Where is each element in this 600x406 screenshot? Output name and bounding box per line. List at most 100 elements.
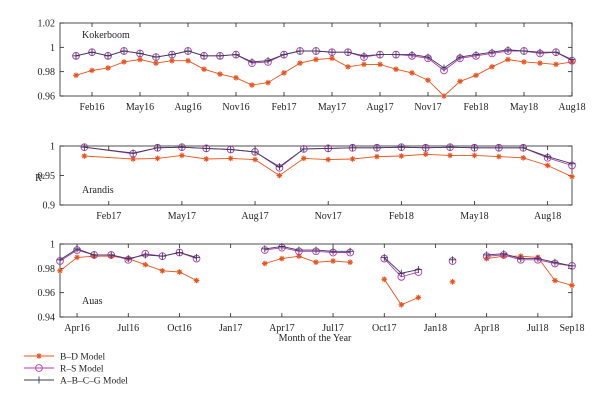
point-bd-d: [398, 153, 404, 159]
point-abcg: [72, 52, 80, 60]
point-bd-d: [569, 174, 575, 180]
point-bd-d: [520, 155, 526, 161]
point-abcg: [248, 58, 256, 66]
point-abcg: [449, 256, 457, 264]
point-abcg: [456, 53, 464, 61]
series-line-abcg: [84, 146, 573, 168]
series-line-bd: [75, 57, 573, 97]
y-tick-label: 1: [50, 142, 55, 153]
legend-entry-bd: B–D Model: [24, 353, 105, 363]
x-tick-label: Nov17: [315, 211, 342, 222]
point-bd: [409, 70, 415, 76]
point-bd: [398, 153, 405, 159]
point-abcg: [202, 144, 210, 152]
point-bd: [422, 151, 429, 158]
point-abcg: [261, 245, 269, 253]
point-bd-d: [279, 256, 285, 261]
point-bd-d: [142, 262, 148, 268]
point-abcg: [227, 146, 235, 154]
x-axis-label: Month of the Year: [279, 333, 352, 344]
y-axis-label: R²: [35, 173, 45, 184]
point-bd-d: [301, 156, 307, 161]
point-bd: [89, 67, 95, 74]
point-bd: [377, 61, 383, 68]
point-abcg: [88, 48, 96, 56]
point-bd-d: [153, 60, 159, 66]
point-bd-d: [472, 153, 477, 158]
point-bd: [233, 74, 239, 81]
point-bd: [471, 152, 478, 159]
x-tick-label: Jul17: [322, 323, 344, 334]
point-bd-d: [447, 153, 453, 158]
point-bd-d: [160, 268, 165, 274]
point-bd: [374, 153, 380, 160]
point-abcg: [422, 144, 430, 152]
y-tick-label: 1: [50, 43, 55, 54]
point-bd-d: [505, 57, 511, 62]
point-abcg: [124, 255, 132, 263]
point-bd-d: [194, 278, 199, 283]
series-abcg: [72, 46, 576, 72]
point-abcg: [216, 52, 224, 60]
y-tick-label: 1: [50, 240, 55, 251]
x-tick-label: Apr17: [269, 323, 295, 334]
point-bd: [249, 82, 255, 88]
y-tick-label: 1.02: [38, 19, 56, 30]
point-abcg: [120, 47, 128, 55]
legend-marker-bd: [36, 353, 42, 359]
point-abcg: [568, 160, 576, 168]
point-abcg: [275, 163, 283, 171]
point-abcg: [380, 253, 388, 261]
point-bd-d: [217, 71, 223, 77]
point-bd: [154, 155, 161, 162]
x-tick-label: Oct17: [372, 323, 396, 334]
point-abcg: [184, 47, 192, 55]
point-bd-d: [423, 151, 429, 157]
x-tick-label: Nov17: [414, 102, 441, 113]
point-bd-d: [345, 64, 351, 70]
point-bd-d: [73, 72, 79, 78]
point-bd-d: [381, 276, 387, 282]
point-abcg: [232, 51, 240, 59]
point-bd: [265, 79, 271, 86]
point-bd: [544, 162, 551, 169]
panel-label: Arandis: [82, 185, 114, 196]
point-bd-d: [74, 255, 80, 260]
point-bd: [185, 57, 191, 64]
point-abcg: [296, 47, 304, 55]
point-bd-d: [484, 256, 490, 261]
point-bd-d: [496, 154, 502, 159]
panel-label: Auas: [82, 296, 103, 307]
point-abcg: [470, 144, 478, 152]
point-bd-d: [347, 259, 353, 265]
point-bd-d: [185, 58, 191, 64]
point-bd-d: [262, 261, 268, 266]
point-bd: [347, 259, 353, 266]
x-tick-label: Aug17: [241, 211, 268, 222]
point-abcg: [544, 153, 552, 161]
point-bd: [415, 294, 422, 301]
point-bd-d: [177, 269, 182, 275]
point-abcg: [129, 149, 137, 157]
x-tick-label: Aug17: [366, 102, 393, 113]
point-bd-d: [313, 259, 319, 265]
point-bd-d: [325, 157, 331, 162]
point-abcg: [158, 252, 166, 260]
point-bd: [201, 66, 207, 73]
point-bd: [398, 302, 405, 308]
x-tick-label: May18: [460, 211, 488, 222]
point-bd-d: [377, 62, 383, 67]
point-bd: [153, 60, 159, 66]
y-tick-label: 0.96: [38, 288, 56, 299]
point-abcg: [136, 49, 144, 57]
point-abcg: [175, 249, 183, 257]
point-bd: [329, 55, 335, 62]
point-bd-d: [233, 75, 239, 81]
point-bd: [81, 153, 88, 159]
point-abcg: [446, 143, 454, 151]
x-tick-label: Feb18: [389, 211, 414, 222]
point-bd: [569, 173, 575, 180]
series-line-bd: [383, 279, 419, 306]
point-bd: [489, 64, 495, 70]
